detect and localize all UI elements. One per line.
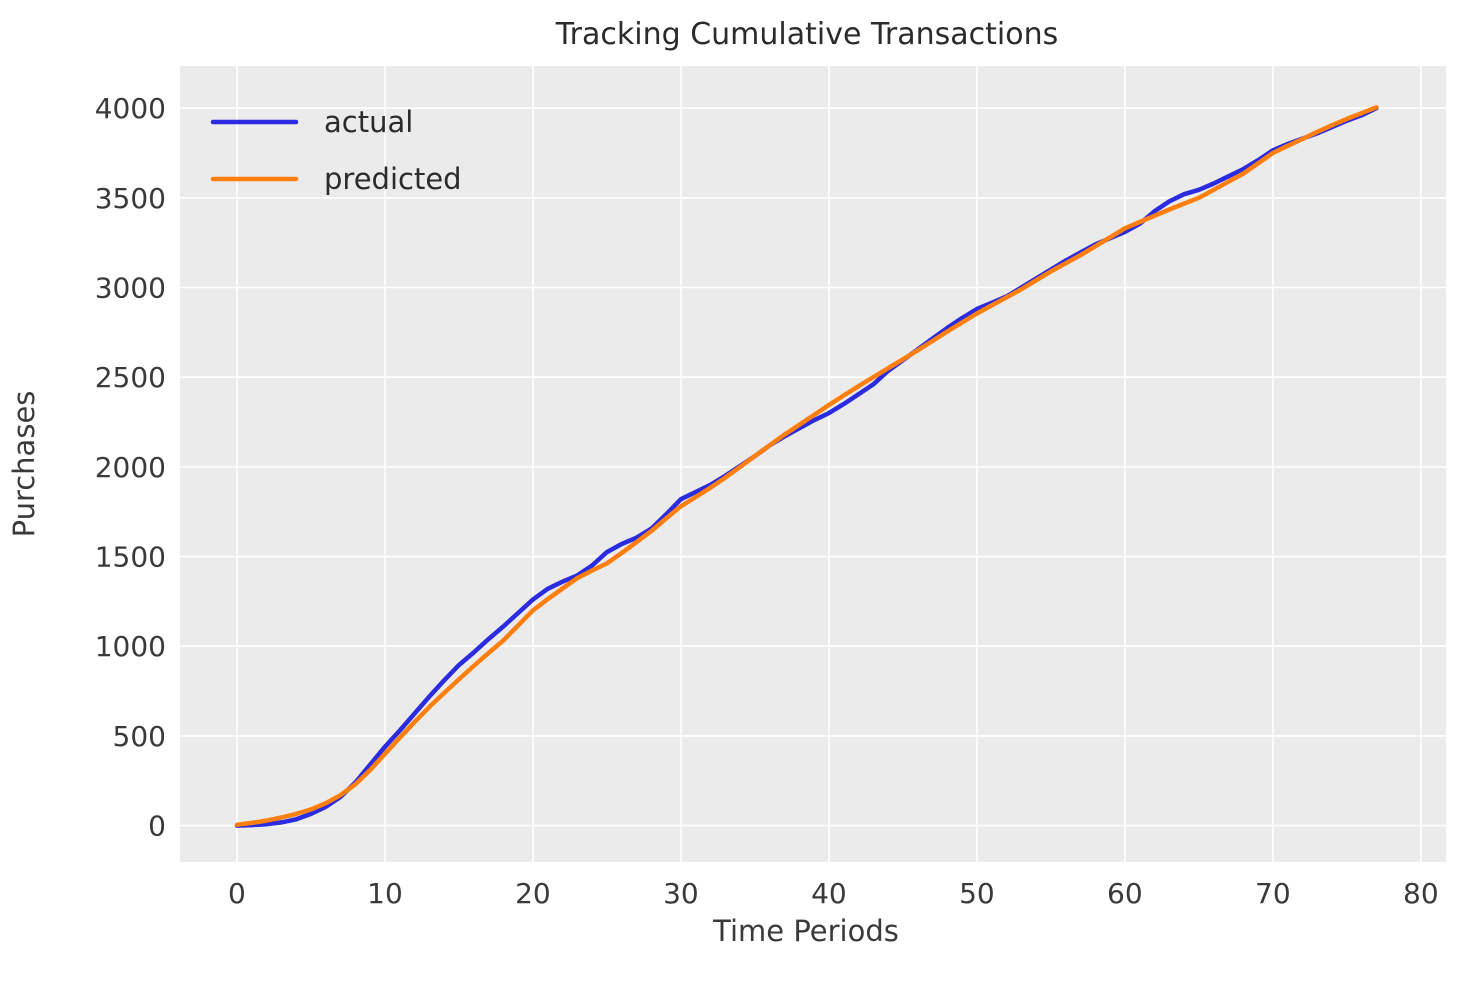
x-tick-label: 60 [1107, 877, 1143, 910]
legend-label-predicted: predicted [324, 162, 462, 196]
series-layer [234, 105, 1379, 828]
x-tick-label: 10 [367, 877, 403, 910]
legend: actual predicted [210, 105, 462, 196]
chart-title: Tracking Cumulative Transactions [555, 17, 1058, 52]
y-tick-label: 2000 [95, 451, 166, 484]
predicted-line [234, 105, 1379, 827]
x-tick-label: 0 [228, 877, 246, 910]
grid-layer [180, 66, 1446, 862]
y-tick-label: 1000 [95, 630, 166, 663]
x-tick-label: 70 [1255, 877, 1291, 910]
legend-label-actual: actual [324, 105, 413, 139]
x-tick-label: 40 [811, 877, 847, 910]
y-tick-label: 2500 [95, 361, 166, 394]
y-tick-label: 4000 [95, 92, 166, 125]
y-tick-label: 3500 [95, 182, 166, 215]
tick-layer: 0 10 20 30 40 50 60 70 80 0 500 1000 1500 2000 2500 300… [95, 92, 1439, 910]
x-tick-label: 20 [515, 877, 551, 910]
x-tick-label: 30 [663, 877, 699, 910]
x-tick-label: 80 [1403, 877, 1439, 910]
plot-area [180, 66, 1446, 862]
y-axis-label: Purchases [7, 391, 41, 538]
y-tick-label: 3000 [95, 272, 166, 305]
x-axis-label: Time Periods [712, 914, 899, 948]
y-tick-label: 0 [148, 810, 166, 843]
x-tick-label: 50 [959, 877, 995, 910]
y-tick-label: 500 [113, 720, 166, 753]
actual-line [234, 105, 1379, 828]
y-tick-label: 1500 [95, 541, 166, 574]
